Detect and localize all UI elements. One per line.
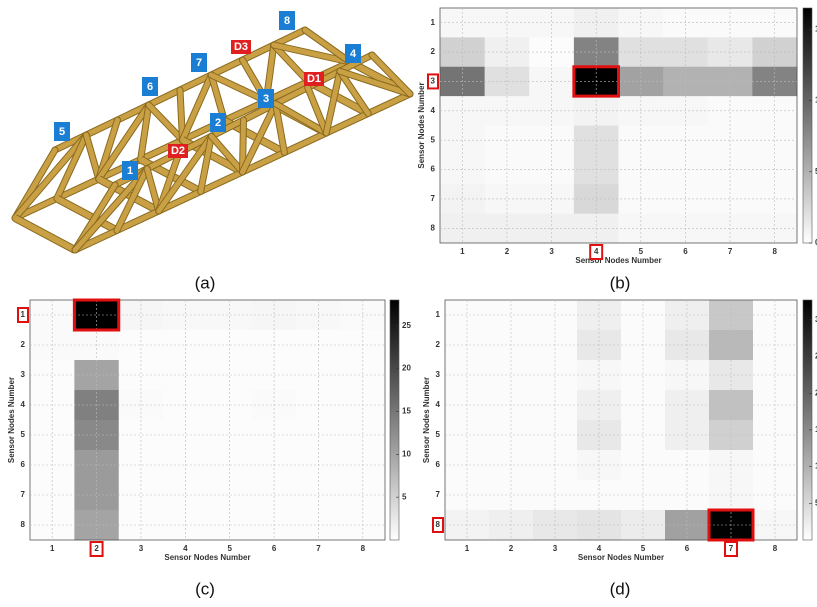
y-tick-label: 5	[436, 430, 441, 439]
beam	[149, 105, 183, 140]
y-tick-label: 7	[436, 490, 441, 499]
sensor-label: 2	[215, 117, 221, 129]
beam	[86, 135, 99, 179]
y-tick-label: 1	[21, 310, 26, 319]
y-tick-label: 2	[436, 340, 441, 349]
sensor-label: 5	[59, 126, 65, 138]
x-tick-label: 2	[509, 544, 514, 553]
y-tick-label: 4	[436, 400, 441, 409]
y-tick-label: 3	[431, 77, 436, 86]
y-tick-label: 1	[431, 18, 436, 27]
x-tick-label: 7	[729, 544, 734, 553]
x-tick-label: 5	[639, 247, 644, 256]
sensor-label: 4	[350, 48, 357, 60]
x-tick-label: 5	[641, 544, 646, 553]
y-tick-label: 8	[431, 223, 436, 232]
x-tick-label: 8	[772, 247, 777, 256]
panel-caption: (b)	[610, 273, 631, 292]
sensor-label: 3	[263, 93, 269, 105]
colorbar	[390, 300, 399, 540]
y-tick-label: 4	[21, 400, 26, 409]
colorbar	[803, 8, 812, 243]
x-tick-label: 7	[728, 247, 733, 256]
y-tick-label: 6	[431, 165, 436, 174]
x-tick-label: 6	[685, 544, 690, 553]
panel-caption: (c)	[195, 579, 215, 598]
y-tick-label: 3	[21, 370, 26, 379]
y-tick-label: 8	[436, 520, 441, 529]
x-tick-label: 2	[505, 247, 510, 256]
panel-caption: (d)	[610, 579, 631, 598]
x-tick-label: 8	[361, 544, 366, 553]
x-tick-label: 1	[50, 544, 55, 553]
colorbar	[803, 300, 812, 540]
x-tick-label: 6	[683, 247, 688, 256]
truss-illustration: 1 2 3 4 5 6 7 8 D1 D2 D3	[15, 11, 410, 250]
x-tick-label: 5	[227, 544, 232, 553]
damage-label: D3	[234, 41, 248, 53]
x-axis-label: Sensor Nodes Number	[575, 256, 661, 265]
y-tick-label: 7	[431, 194, 436, 203]
y-axis-label: Sensor Nodes Number	[422, 377, 431, 463]
x-tick-label: 1	[460, 247, 465, 256]
colorbar-tick-label: 15	[402, 407, 411, 416]
y-tick-label: 5	[21, 430, 26, 439]
cross-beam	[15, 218, 75, 250]
x-tick-label: 7	[316, 544, 321, 553]
sensor-label: 8	[284, 15, 290, 27]
colorbar-tick-label: 20	[402, 364, 411, 373]
y-tick-label: 2	[431, 47, 436, 56]
colorbar-tick-label: 10	[402, 449, 411, 458]
y-tick-label: 2	[21, 340, 26, 349]
x-tick-label: 4	[594, 247, 599, 256]
sensor-label: 7	[196, 57, 202, 69]
x-tick-label: 4	[183, 544, 188, 553]
y-axis-label: Sensor Nodes Number	[417, 82, 426, 168]
figure: 1 2 3 4 5 6 7 8 D1 D2 D3 (a) (b) (c) (d) 1 2 3 4 5 6 7 8 1 2 3 4 5…	[0, 0, 817, 607]
x-axis-label: Sensor Nodes Number	[164, 553, 250, 562]
sensor-label: 1	[127, 165, 133, 177]
colorbar-tick-label: 25	[402, 321, 411, 330]
panel-caption: (a)	[195, 273, 216, 292]
x-tick-label: 8	[773, 544, 778, 553]
damage-label: D2	[171, 145, 185, 157]
y-tick-label: 4	[431, 106, 436, 115]
y-tick-label: 7	[21, 490, 26, 499]
x-tick-label: 4	[597, 544, 602, 553]
y-tick-label: 8	[21, 520, 26, 529]
y-tick-label: 1	[436, 310, 441, 319]
x-tick-label: 3	[553, 544, 558, 553]
colorbar-tick-label: 5	[402, 492, 407, 501]
y-axis-label: Sensor Nodes Number	[7, 377, 16, 463]
x-tick-label: 3	[139, 544, 144, 553]
y-tick-label: 3	[436, 370, 441, 379]
beam	[75, 169, 147, 250]
sensor-label: 6	[147, 81, 153, 93]
y-tick-label: 5	[431, 135, 436, 144]
damage-label: D1	[307, 73, 321, 85]
x-tick-label: 1	[465, 544, 470, 553]
x-tick-label: 6	[272, 544, 277, 553]
x-axis-label: Sensor Nodes Number	[578, 553, 664, 562]
y-tick-label: 6	[436, 460, 441, 469]
x-tick-label: 3	[549, 247, 554, 256]
x-tick-label: 2	[94, 544, 99, 553]
y-tick-label: 6	[21, 460, 26, 469]
